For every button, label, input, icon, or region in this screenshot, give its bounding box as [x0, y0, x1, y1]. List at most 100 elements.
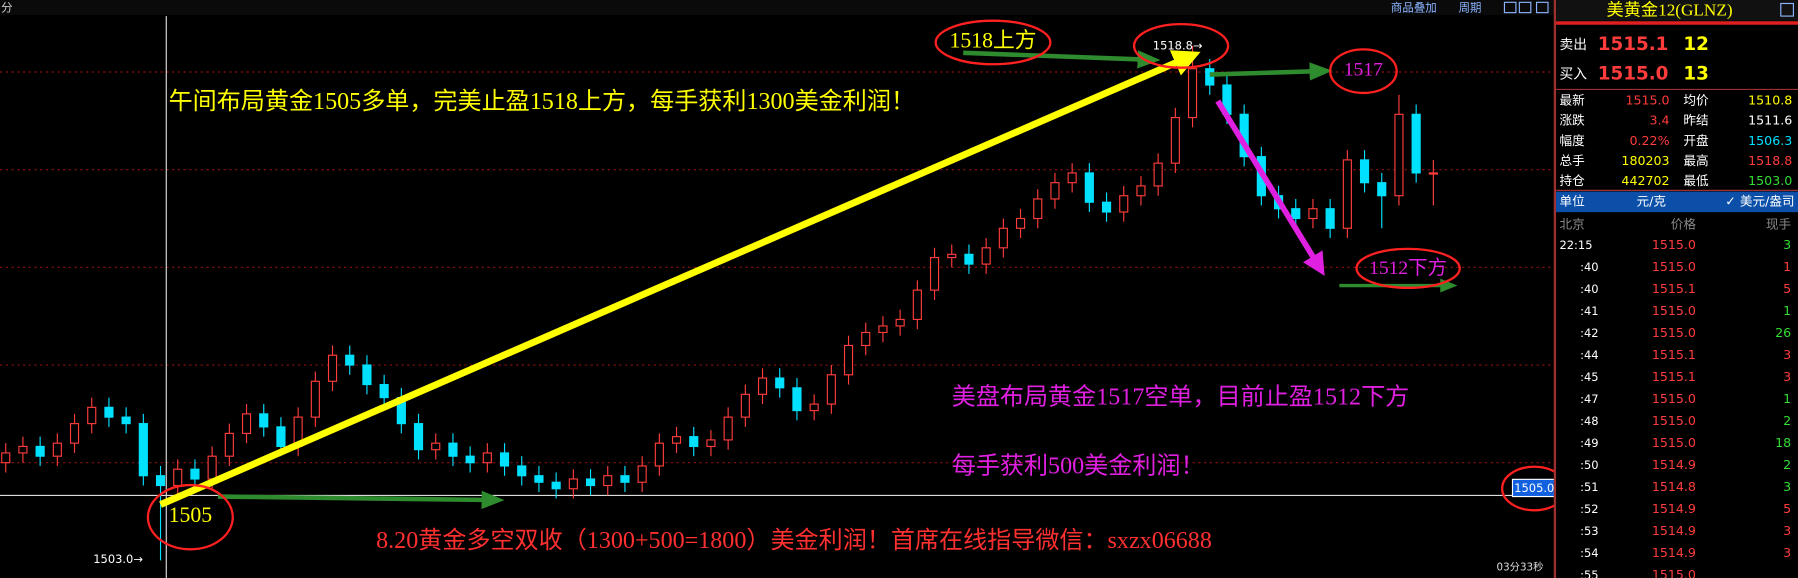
title-bar: [1556, 0, 1798, 21]
price-tag-text: 1505.0: [1514, 481, 1554, 495]
candle-body: [1119, 195, 1129, 213]
tick-volume: 5: [1783, 281, 1791, 296]
candle-body: [465, 455, 475, 464]
tick-volume: 18: [1775, 435, 1791, 450]
tick-volume: 3: [1783, 347, 1791, 362]
candle-body: [1153, 162, 1163, 187]
highlights: [146, 19, 1568, 551]
label: 1505: [169, 503, 213, 527]
arrow: [1209, 62, 1333, 81]
candle-body: [551, 481, 561, 490]
candle-body: [895, 318, 905, 327]
tick-price: 1515.0: [1652, 237, 1696, 252]
candle-body: [1050, 182, 1060, 200]
candle-body: [809, 403, 819, 412]
sell-qty: 12: [1683, 34, 1709, 55]
stat-label: 总手: [1559, 153, 1584, 168]
candle-body: [1170, 117, 1180, 164]
tick-volume: 26: [1775, 325, 1791, 340]
candle-body: [310, 380, 320, 418]
tick-volume: 3: [1783, 479, 1791, 494]
candle-body: [620, 475, 630, 483]
tick-price: 1515.0: [1652, 413, 1696, 428]
period: 分: [1, 1, 12, 15]
stat-value: 1511.6: [1748, 113, 1792, 128]
tick-volume: 3: [1783, 369, 1791, 384]
tick-time: 22:15: [1559, 238, 1592, 252]
label: 1512下方: [1369, 257, 1447, 279]
window-buttons[interactable]: [1503, 1, 1549, 14]
tick-volume: 1: [1783, 303, 1791, 318]
candle-body: [792, 387, 802, 412]
tick-volume: 3: [1783, 545, 1791, 560]
candle-body: [18, 445, 28, 454]
candle-body: [241, 413, 252, 434]
stat-label: 最新: [1559, 92, 1585, 107]
candle-body: [1428, 172, 1438, 175]
candle-body: [345, 354, 355, 366]
tick-volume: 2: [1783, 457, 1791, 472]
candle-body: [843, 344, 854, 376]
candle-body: [964, 253, 974, 265]
arrow: [159, 50, 1201, 508]
candle-body: [362, 364, 372, 386]
candle-body: [259, 413, 269, 428]
cycle-btn[interactable]: 周期: [1459, 1, 1482, 15]
candle-body: [224, 432, 234, 457]
tick-price: 1515.1: [1652, 369, 1696, 384]
stat-value: 1503.0: [1748, 173, 1792, 188]
candle-body: [155, 475, 166, 487]
stat-value: 1518.8: [1748, 153, 1792, 168]
candle-body: [173, 468, 183, 487]
candle-body: [654, 442, 664, 467]
candle-body: [706, 439, 716, 447]
overlay-btn[interactable]: 商品叠加: [1391, 1, 1437, 15]
candle-body: [431, 442, 441, 451]
candle-body: [517, 465, 527, 477]
stat-value: 1515.0: [1625, 92, 1669, 107]
candle-body: [1342, 159, 1352, 229]
unit-label: 单位: [1559, 193, 1585, 208]
tick-price: 1515.0: [1652, 435, 1696, 450]
candle-body: [1084, 172, 1094, 203]
candle-body: [998, 227, 1008, 249]
annotation: 每手获利500美金利润！: [952, 452, 1205, 479]
tick-time: :42: [1580, 326, 1598, 340]
candle-body: [379, 383, 389, 399]
candle-body: [981, 247, 991, 265]
candle-body: [1325, 208, 1335, 229]
stat-value: 3.4: [1650, 113, 1670, 128]
candle-body: [534, 475, 544, 483]
unit-usd[interactable]: ✓ 美元/盎司: [1725, 193, 1794, 208]
timer: 03分33秒: [1497, 561, 1544, 574]
stat-value: 1510.8: [1748, 92, 1792, 107]
candle-body: [1377, 182, 1387, 197]
tick-time: :41: [1580, 304, 1598, 318]
low-label: 1503.0→: [93, 552, 143, 566]
close-btn[interactable]: [1780, 2, 1794, 17]
candle-body: [1101, 201, 1112, 213]
candle-body: [1411, 113, 1421, 174]
tick-time: :52: [1580, 502, 1598, 516]
stat-value: 1506.3: [1748, 133, 1792, 148]
tick-price: 1514.8: [1652, 479, 1696, 494]
tick-time: :45: [1580, 370, 1598, 384]
buy-label: 买入: [1559, 67, 1587, 83]
candle-body: [1, 452, 11, 464]
candle-body: [190, 468, 200, 480]
label: 1517: [1344, 60, 1383, 81]
candle-body: [482, 452, 492, 464]
tick-time: :44: [1580, 348, 1598, 362]
unit-cny[interactable]: 元/克: [1636, 193, 1666, 208]
tick-volume: 3: [1783, 237, 1791, 252]
stat-label: 涨跌: [1559, 113, 1585, 128]
tick-volume: 1: [1783, 391, 1791, 406]
candle-body: [637, 465, 647, 483]
high-label: 1518.8→: [1153, 38, 1203, 52]
candle-body: [1015, 217, 1026, 229]
tick-time: :49: [1580, 436, 1598, 450]
stat-value: 180203: [1621, 153, 1669, 168]
candle-body: [52, 442, 62, 457]
annotation: 8.20黄金多空双收（1300+500=1800）美金利润！首席在线指导微信：s…: [376, 527, 1212, 554]
